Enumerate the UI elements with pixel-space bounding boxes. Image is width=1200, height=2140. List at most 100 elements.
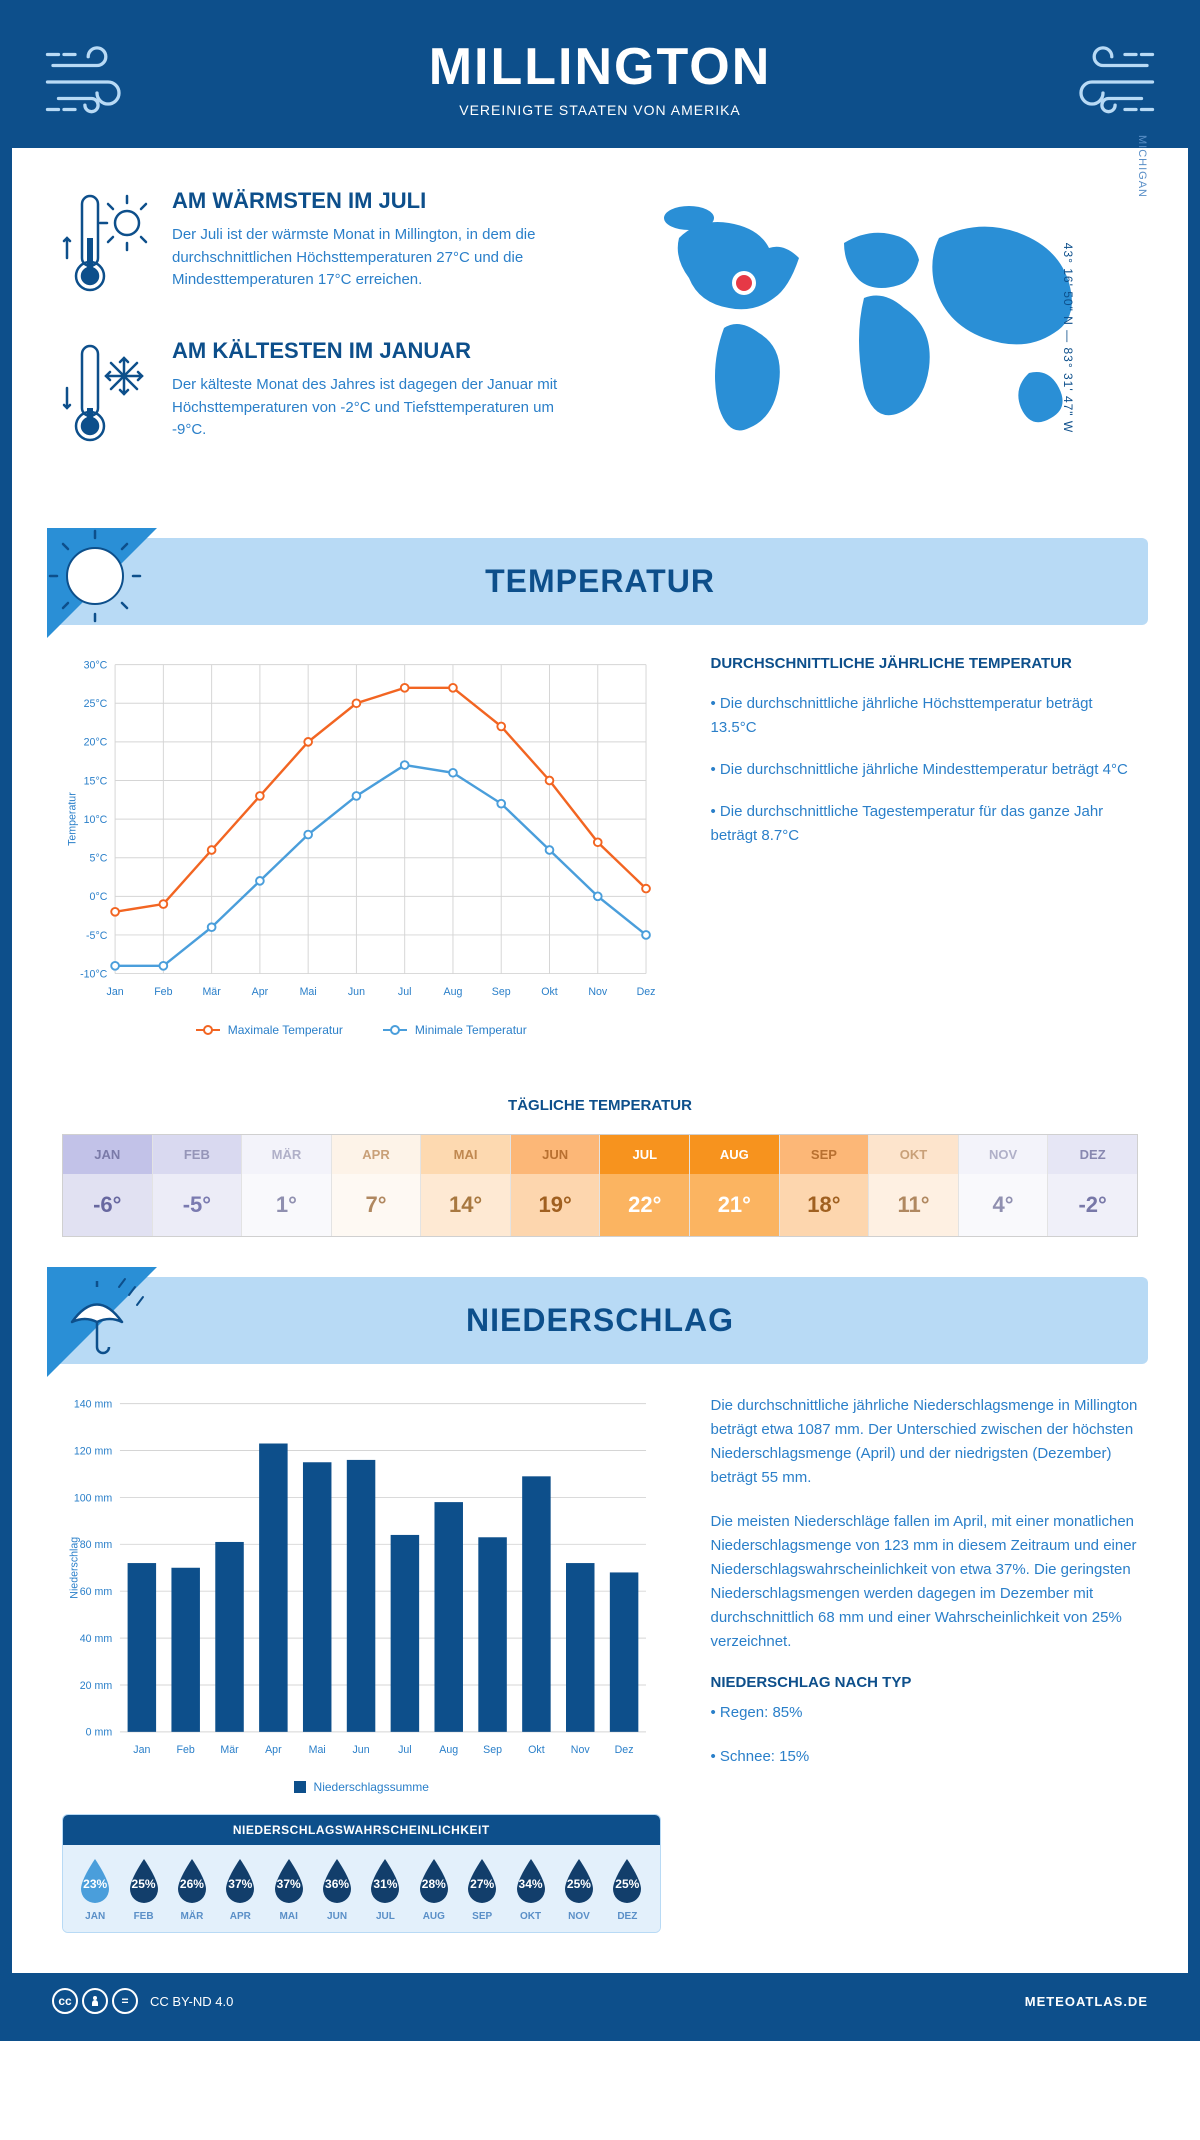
raindrop-icon: 28% bbox=[415, 1857, 453, 1905]
thermometer-cold-icon bbox=[62, 338, 152, 448]
warmest-text: Der Juli ist der wärmste Monat in Millin… bbox=[172, 224, 580, 292]
daily-temp-cell: AUG21° bbox=[690, 1135, 780, 1236]
footer: cc = CC BY-ND 4.0 METEOATLAS.DE bbox=[12, 1973, 1188, 2029]
precip-prob-cell: 37%APR bbox=[216, 1857, 264, 1922]
svg-text:Dez: Dez bbox=[637, 986, 656, 998]
svg-text:Sep: Sep bbox=[483, 1744, 502, 1756]
wind-icon bbox=[42, 37, 152, 127]
infographic-container: MILLINGTON VEREINIGTE STAATEN VON AMERIK… bbox=[0, 0, 1200, 2041]
svg-text:Aug: Aug bbox=[439, 1744, 458, 1756]
precip-prob-title: NIEDERSCHLAGSWAHRSCHEINLICHKEIT bbox=[63, 1815, 660, 1845]
svg-text:0°C: 0°C bbox=[90, 891, 108, 903]
cc-icons: cc = bbox=[52, 1988, 138, 2014]
temperature-info: DURCHSCHNITTLICHE JÄHRLICHE TEMPERATUR •… bbox=[711, 655, 1139, 1037]
daily-temp-title: TÄGLICHE TEMPERATUR bbox=[12, 1097, 1188, 1114]
daily-temp-cell: DEZ-2° bbox=[1048, 1135, 1137, 1236]
svg-text:Sep: Sep bbox=[492, 986, 511, 998]
precip-prob-cell: 25%NOV bbox=[555, 1857, 603, 1922]
daily-temp-cell: OKT11° bbox=[869, 1135, 959, 1236]
svg-text:Dez: Dez bbox=[615, 1744, 634, 1756]
daily-temp-cell: APR7° bbox=[332, 1135, 422, 1236]
wind-icon bbox=[1048, 37, 1158, 127]
daily-temp-cell: JAN-6° bbox=[63, 1135, 153, 1236]
svg-text:Aug: Aug bbox=[444, 986, 463, 998]
svg-text:-5°C: -5°C bbox=[86, 930, 108, 942]
precip-prob-cell: 36%JUN bbox=[313, 1857, 361, 1922]
warmest-block: AM WÄRMSTEN IM JULI Der Juli ist der wär… bbox=[62, 188, 580, 303]
svg-text:10°C: 10°C bbox=[84, 814, 108, 826]
legend-max: Maximale Temperatur bbox=[228, 1023, 343, 1037]
daily-temp-cell: FEB-5° bbox=[153, 1135, 243, 1236]
daily-temp-cell: MAI14° bbox=[421, 1135, 511, 1236]
daily-temp-cell: NOV4° bbox=[959, 1135, 1049, 1236]
svg-text:20 mm: 20 mm bbox=[80, 1679, 113, 1691]
page-title: MILLINGTON bbox=[12, 37, 1188, 97]
svg-text:Niederschlag: Niederschlag bbox=[68, 1536, 80, 1598]
svg-text:Temperatur: Temperatur bbox=[67, 792, 79, 846]
precipitation-probability-box: NIEDERSCHLAGSWAHRSCHEINLICHKEIT 23%JAN25… bbox=[62, 1814, 661, 1933]
precip-prob-cell: 28%AUG bbox=[410, 1857, 458, 1922]
temp-info-title: DURCHSCHNITTLICHE JÄHRLICHE TEMPERATUR bbox=[711, 655, 1139, 672]
svg-text:15°C: 15°C bbox=[84, 775, 108, 787]
raindrop-icon: 25% bbox=[125, 1857, 163, 1905]
raindrop-icon: 36% bbox=[318, 1857, 356, 1905]
temperature-title: TEMPERATUR bbox=[52, 563, 1148, 600]
precip-prob-cell: 25%DEZ bbox=[603, 1857, 651, 1922]
raindrop-icon: 34% bbox=[512, 1857, 550, 1905]
svg-text:20°C: 20°C bbox=[84, 737, 108, 749]
raindrop-icon: 23% bbox=[76, 1857, 114, 1905]
temperature-chart: -10°C-5°C0°C5°C10°C15°C20°C25°C30°CJanFe… bbox=[62, 655, 661, 1037]
coldest-text: Der kälteste Monat des Jahres ist dagege… bbox=[172, 374, 580, 442]
site-name: METEOATLAS.DE bbox=[1025, 1994, 1148, 2009]
svg-text:Feb: Feb bbox=[154, 986, 172, 998]
svg-text:Apr: Apr bbox=[265, 1744, 282, 1756]
state-label: MICHIGAN bbox=[1136, 135, 1148, 198]
svg-text:Mär: Mär bbox=[220, 1744, 239, 1756]
svg-text:120 mm: 120 mm bbox=[74, 1445, 112, 1457]
raindrop-icon: 25% bbox=[608, 1857, 646, 1905]
thermometer-hot-icon bbox=[62, 188, 152, 298]
temp-bullet: • Die durchschnittliche jährliche Mindes… bbox=[711, 758, 1139, 782]
temperature-header: TEMPERATUR bbox=[52, 538, 1148, 625]
precip-prob-cell: 25%FEB bbox=[119, 1857, 167, 1922]
svg-text:5°C: 5°C bbox=[90, 853, 108, 865]
warmest-title: AM WÄRMSTEN IM JULI bbox=[172, 188, 580, 214]
precipitation-title: NIEDERSCHLAG bbox=[52, 1302, 1148, 1339]
sun-icon bbox=[47, 528, 157, 638]
temp-bullet: • Die durchschnittliche jährliche Höchst… bbox=[711, 692, 1139, 740]
precip-text: Die durchschnittliche jährliche Niedersc… bbox=[711, 1394, 1139, 1490]
precip-prob-cell: 23%JAN bbox=[71, 1857, 119, 1922]
raindrop-icon: 25% bbox=[560, 1857, 598, 1905]
daily-temp-cell: SEP18° bbox=[780, 1135, 870, 1236]
header: MILLINGTON VEREINIGTE STAATEN VON AMERIK… bbox=[12, 12, 1188, 148]
svg-text:60 mm: 60 mm bbox=[80, 1586, 113, 1598]
svg-text:Okt: Okt bbox=[541, 986, 558, 998]
svg-text:Nov: Nov bbox=[571, 1744, 591, 1756]
raindrop-icon: 26% bbox=[173, 1857, 211, 1905]
umbrella-icon bbox=[47, 1267, 157, 1377]
svg-text:Jul: Jul bbox=[398, 1744, 412, 1756]
precip-prob-cell: 37%MAI bbox=[265, 1857, 313, 1922]
raindrop-icon: 31% bbox=[366, 1857, 404, 1905]
page-subtitle: VEREINIGTE STAATEN VON AMERIKA bbox=[12, 102, 1188, 118]
svg-text:25°C: 25°C bbox=[84, 698, 108, 710]
svg-text:Mär: Mär bbox=[202, 986, 221, 998]
daily-temp-cell: MÄR1° bbox=[242, 1135, 332, 1236]
svg-text:Nov: Nov bbox=[588, 986, 608, 998]
svg-text:30°C: 30°C bbox=[84, 660, 108, 672]
precip-legend: Niederschlagssumme bbox=[62, 1780, 661, 1794]
svg-text:-10°C: -10°C bbox=[80, 968, 108, 980]
raindrop-icon: 37% bbox=[221, 1857, 259, 1905]
precip-text: Die meisten Niederschläge fallen im Apri… bbox=[711, 1510, 1139, 1654]
legend-min: Minimale Temperatur bbox=[415, 1023, 527, 1037]
svg-text:80 mm: 80 mm bbox=[80, 1539, 113, 1551]
license-text: CC BY-ND 4.0 bbox=[150, 1994, 233, 2009]
precip-type-bullet: • Regen: 85% bbox=[711, 1701, 1139, 1725]
svg-text:Jun: Jun bbox=[348, 986, 365, 998]
raindrop-icon: 27% bbox=[463, 1857, 501, 1905]
svg-text:40 mm: 40 mm bbox=[80, 1632, 113, 1644]
temp-bullet: • Die durchschnittliche Tagestemperatur … bbox=[711, 800, 1139, 848]
daily-temp-cell: JUL22° bbox=[600, 1135, 690, 1236]
coldest-title: AM KÄLTESTEN IM JANUAR bbox=[172, 338, 580, 364]
svg-text:Jan: Jan bbox=[133, 1744, 150, 1756]
